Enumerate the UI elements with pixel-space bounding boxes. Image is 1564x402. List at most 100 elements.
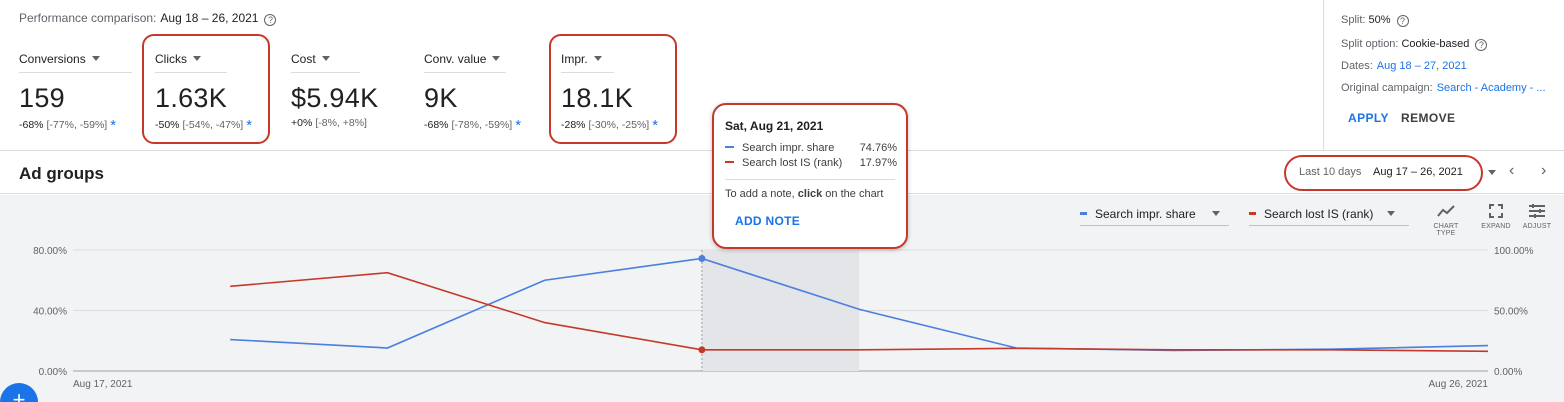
tooltip-row-2: Search lost IS (rank) 17.97% (725, 157, 897, 169)
significance-star-icon: * (246, 117, 253, 134)
tooltip-note-prefix: To add a note, (725, 188, 798, 200)
metric-change-pct: -28% (561, 119, 586, 131)
metric-selector[interactable]: Clicks (155, 52, 227, 73)
chevron-down-icon (593, 56, 602, 61)
metric-conv-value[interactable]: Conv. value 9K -68% [-78%, -59%] * (424, 50, 521, 134)
significance-star-icon: * (515, 117, 522, 134)
chevron-down-icon (1211, 211, 1220, 216)
chevron-down-icon[interactable] (1488, 170, 1496, 175)
tooltip-swatch-blue (725, 146, 734, 148)
metric-change-range: [-30%, -25%] (588, 119, 650, 131)
metric-value: 9K (424, 83, 458, 113)
tooltip-row-2-label: Search lost IS (rank) (742, 157, 843, 169)
dates-row: Dates: Aug 18 – 27, 2021 (1341, 60, 1467, 72)
chevron-left-icon[interactable]: ‹ (1509, 162, 1515, 179)
metric-conversions[interactable]: Conversions 159 -68% [-77%, -59%] * (19, 50, 132, 134)
metric-cost[interactable]: Cost $5.94K +0% [-8%, +8%] (291, 50, 378, 129)
metric-change: -68% [-78%, -59%] * (424, 117, 521, 134)
date-range-value[interactable]: Aug 17 – 26, 2021 (1373, 166, 1463, 178)
legend-swatch-blue (1080, 212, 1087, 215)
metric-value: $5.94K (291, 83, 379, 113)
dates-label: Dates: (1341, 60, 1373, 72)
split-option-value: Cookie-based (1401, 38, 1470, 50)
expand-button[interactable]: EXPAND (1479, 203, 1513, 230)
metric-change-pct: -50% (155, 119, 180, 131)
performance-title-label: Performance comparison: (19, 11, 157, 25)
metric-change-range: [-8%, +8%] (315, 117, 367, 129)
adjust-label: ADJUST (1522, 223, 1552, 230)
metric-selector[interactable]: Conv. value (424, 52, 507, 73)
metric-value: 1.63K (155, 83, 228, 113)
expand-icon (1489, 204, 1503, 218)
annotation-circle-impressions (549, 34, 677, 144)
chevron-down-icon (321, 56, 330, 61)
help-icon[interactable]: ? (1475, 39, 1488, 51)
performance-dates: Aug 18 – 26, 2021 (160, 11, 259, 25)
tooltip-row-1-value: 74.76% (859, 142, 897, 154)
metric-change-pct: +0% (291, 117, 313, 129)
metric-label: Impr. (561, 52, 588, 66)
split-value: 50% (1368, 14, 1391, 26)
split-label: Split: (1341, 14, 1366, 26)
performance-title: Performance comparison: Aug 18 – 26, 2021… (19, 11, 277, 26)
legend-series-2: Search lost IS (rank) (1264, 207, 1374, 221)
annotation-circle-clicks (142, 34, 270, 144)
split-option-row: Split option: Cookie-based? (1341, 38, 1488, 51)
ad-groups-title: Ad groups (19, 164, 104, 183)
metric-change-pct: -68% (19, 119, 44, 131)
original-campaign-link[interactable]: Search - Academy - ... (1436, 82, 1546, 94)
metric-selector[interactable]: Impr. (561, 52, 614, 73)
dates-link[interactable]: Aug 18 – 27, 2021 (1376, 60, 1467, 72)
metric-change-range: [-78%, -59%] (451, 119, 513, 131)
apply-button[interactable]: APPLY (1348, 111, 1389, 125)
chevron-down-icon (492, 56, 501, 61)
metric-change: +0% [-8%, +8%] (291, 117, 378, 129)
metric-value: 18.1K (561, 83, 634, 113)
expand-label: EXPAND (1481, 223, 1511, 230)
tooltip-divider (725, 179, 895, 180)
add-note-button[interactable]: ADD NOTE (735, 214, 801, 228)
performance-section: Performance comparison: Aug 18 – 26, 2021… (0, 0, 1323, 150)
legend-series-2-selector[interactable]: Search lost IS (rank) (1249, 207, 1409, 226)
help-icon[interactable]: ? (1396, 15, 1409, 27)
tooltip-row-1: Search impr. share 74.76% (725, 142, 897, 154)
chart-type-button[interactable]: CHART TYPE (1424, 203, 1468, 237)
metric-impressions[interactable]: Impr. 18.1K -28% [-30%, -25%] * (561, 50, 658, 134)
tooltip-note-bold: click (797, 188, 823, 200)
metric-value: 159 (19, 83, 65, 113)
metric-change-range: [-54%, -47%] (182, 119, 244, 131)
chevron-down-icon (1387, 211, 1396, 216)
metric-label: Conv. value (424, 52, 487, 66)
remove-button[interactable]: REMOVE (1401, 111, 1456, 125)
add-fab-button[interactable]: + (0, 383, 38, 402)
significance-star-icon: * (110, 117, 117, 134)
metric-label: Conversions (19, 52, 86, 66)
tooltip-row-2-value: 17.97% (859, 157, 897, 169)
chart-tooltip: Sat, Aug 21, 2021 Search impr. share 74.7… (712, 103, 908, 249)
metric-label: Cost (291, 52, 316, 66)
chart-type-icon (1437, 205, 1455, 217)
tooltip-note: To add a note, click on the chart (725, 188, 883, 200)
tooltip-date: Sat, Aug 21, 2021 (725, 119, 824, 133)
date-range-label[interactable]: Last 10 days (1299, 166, 1362, 178)
split-option-label: Split option: (1341, 38, 1399, 50)
help-icon[interactable]: ? (264, 14, 277, 26)
chevron-down-icon (193, 56, 201, 61)
significance-star-icon: * (652, 117, 659, 134)
annotation-circle-date-range (1284, 155, 1483, 191)
tooltip-swatch-red (725, 161, 734, 163)
legend-swatch-red (1249, 212, 1256, 215)
metric-change-range: [-77%, -59%] (46, 119, 108, 131)
adjust-icon (1529, 204, 1545, 218)
chevron-down-icon (91, 56, 100, 61)
chevron-right-icon[interactable]: › (1541, 162, 1547, 179)
metric-change: -28% [-30%, -25%] * (561, 117, 658, 134)
metric-selector[interactable]: Conversions (19, 52, 132, 73)
metric-selector[interactable]: Cost (291, 52, 360, 73)
legend-series-1-selector[interactable]: Search impr. share (1080, 207, 1229, 226)
metric-clicks[interactable]: Clicks 1.63K -50% [-54%, -47%] * (155, 50, 252, 134)
metric-change: -68% [-77%, -59%] * (19, 117, 132, 134)
metric-change: -50% [-54%, -47%] * (155, 117, 252, 134)
split-row: Split: 50%? (1341, 14, 1409, 27)
adjust-button[interactable]: ADJUST (1521, 203, 1553, 230)
